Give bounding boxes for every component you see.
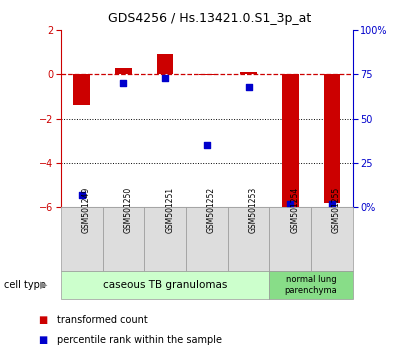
Bar [61, 207, 102, 271]
Point [245, 84, 252, 90]
Text: ▶: ▶ [40, 280, 47, 290]
Text: GSM501251: GSM501251 [165, 187, 174, 233]
Point [328, 201, 335, 206]
Bar [102, 207, 144, 271]
Text: GSM501255: GSM501255 [332, 187, 341, 233]
Bar [115, 68, 132, 74]
Bar [240, 72, 257, 74]
Text: GSM501250: GSM501250 [123, 187, 132, 233]
Text: GSM501253: GSM501253 [249, 187, 257, 233]
Text: caseous TB granulomas: caseous TB granulomas [103, 280, 227, 290]
Bar [228, 207, 269, 271]
Text: ■: ■ [38, 315, 47, 325]
Text: GDS4256 / Hs.13421.0.S1_3p_at: GDS4256 / Hs.13421.0.S1_3p_at [108, 12, 312, 25]
Text: percentile rank within the sample: percentile rank within the sample [57, 335, 222, 345]
Text: cell type: cell type [4, 280, 46, 290]
Bar [282, 74, 299, 207]
Text: GSM501252: GSM501252 [207, 187, 216, 233]
Bar [324, 74, 340, 202]
Text: ■: ■ [38, 335, 47, 345]
Bar [74, 74, 90, 105]
Point [204, 142, 210, 148]
Bar [157, 55, 173, 74]
Bar [61, 271, 269, 299]
Bar [186, 207, 228, 271]
Bar [199, 74, 215, 75]
Bar [269, 207, 311, 271]
Point [287, 201, 294, 206]
Point [79, 192, 85, 198]
Bar [269, 271, 353, 299]
Point [120, 80, 127, 86]
Point [162, 75, 168, 81]
Text: GSM501254: GSM501254 [290, 187, 299, 233]
Text: GSM501249: GSM501249 [82, 187, 91, 233]
Bar [311, 207, 353, 271]
Bar [144, 207, 186, 271]
Text: transformed count: transformed count [57, 315, 147, 325]
Text: normal lung
parenchyma: normal lung parenchyma [285, 275, 338, 295]
